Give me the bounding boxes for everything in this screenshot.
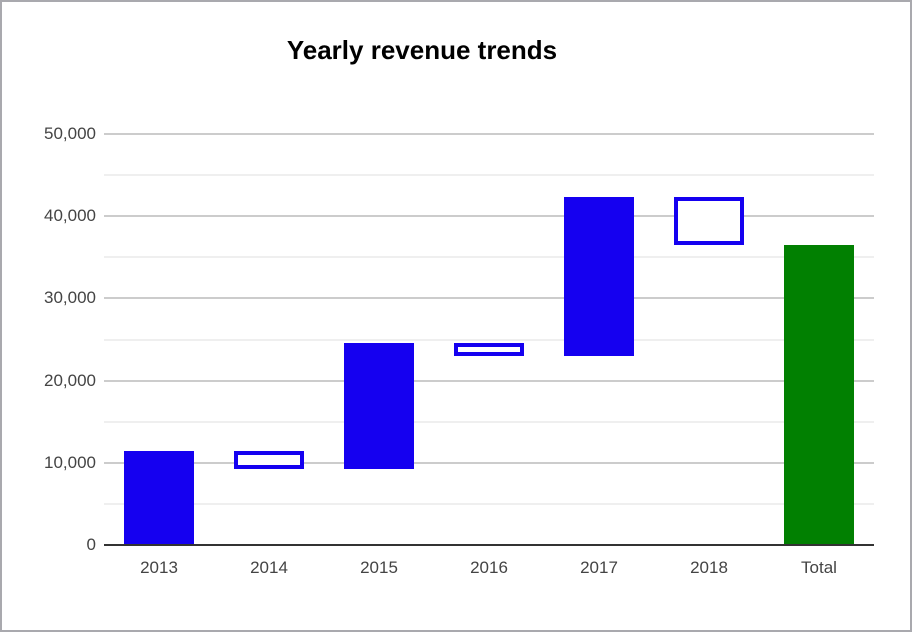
x-axis-label: 2017 [580, 558, 618, 577]
waterfall-bar-2016[interactable] [454, 342, 524, 356]
y-axis-label: 20,000 [44, 370, 96, 390]
x-axis-label: 2018 [690, 558, 728, 577]
waterfall-bar-2014[interactable] [234, 451, 304, 469]
y-axis-label: 0 [86, 535, 96, 554]
waterfall-bar-2017[interactable] [564, 197, 634, 356]
minor-gridline [104, 502, 874, 505]
minor-gridline [104, 256, 874, 259]
waterfall-bar-2015[interactable] [344, 342, 414, 469]
major-gridline [104, 461, 874, 464]
y-axis-label: 30,000 [44, 288, 96, 308]
major-gridline [104, 297, 874, 300]
waterfall-bar-2013[interactable] [124, 451, 194, 545]
y-axis-label: 10,000 [44, 452, 96, 472]
major-gridline [104, 379, 874, 382]
minor-gridline [104, 174, 874, 177]
x-axis-label: 2013 [140, 558, 178, 577]
minor-gridline [104, 420, 874, 423]
x-axis-label: 2016 [470, 558, 508, 577]
major-gridline [104, 133, 874, 135]
y-axis-label: 40,000 [44, 206, 96, 226]
major-gridline [104, 215, 874, 218]
x-axis-label: Total [801, 558, 837, 577]
waterfall-bar-total[interactable] [784, 244, 854, 545]
chart-title: Yearly revenue trends [286, 35, 558, 65]
x-axis-label: 2014 [250, 558, 288, 577]
x-axis-label: 2015 [360, 558, 398, 577]
y-axis-label: 50,000 [44, 124, 96, 143]
minor-gridline [104, 338, 874, 341]
waterfall-bar-2018[interactable] [674, 197, 744, 245]
x-axis-baseline [104, 544, 874, 546]
